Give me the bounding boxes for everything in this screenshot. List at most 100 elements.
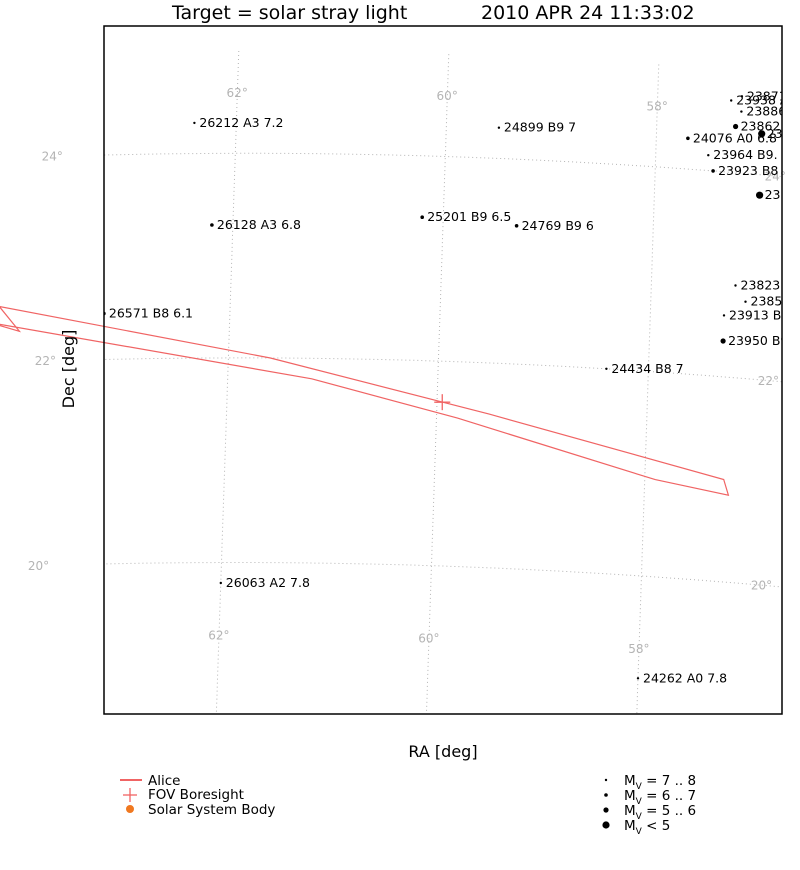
star-label: 23753 — [765, 187, 800, 202]
magnitude-legend-item: MV < 5 — [602, 818, 670, 837]
legend-label-boresight: FOV Boresight — [148, 787, 244, 803]
ra-grid-label: 58° — [647, 100, 668, 114]
star-marker: 23862 B8 — [733, 119, 800, 134]
star-label: 24434 B8 7 — [611, 361, 683, 376]
legend-item-alice: Alice — [120, 773, 180, 789]
star-dot — [605, 367, 608, 370]
star-marker: 26212 A3 7.2 — [193, 115, 284, 130]
star-label: 23871 B9 — [747, 88, 800, 103]
fov-boresight-marker — [434, 394, 451, 411]
star-label: 23823 B — [741, 278, 793, 293]
legend-item-boresight: FOV Boresight — [123, 787, 244, 803]
star-dot — [420, 215, 425, 219]
star-dot — [707, 154, 710, 157]
boresight-cross-icon — [123, 788, 137, 802]
ra-grid-label: 60° — [418, 631, 439, 645]
star-dot — [734, 284, 737, 287]
magnitude-dot-icon — [603, 807, 609, 813]
star-dot — [730, 99, 733, 102]
star-marker: 24899 B9 7 — [497, 120, 576, 135]
ra-grid-label: 62° — [227, 86, 248, 100]
star-marker: 23850 B8 — [758, 126, 800, 141]
magnitude-label: MV = 5 .. 6 — [624, 803, 696, 822]
dec-grid-line — [104, 357, 782, 383]
chart-title: Target = solar stray light — [171, 2, 407, 24]
star-marker: 24076 A0 6.8 — [686, 130, 777, 145]
ra-grid-line — [215, 50, 240, 714]
star-dot — [740, 110, 743, 113]
star-dot — [210, 223, 214, 227]
dec-grid-label: 20° — [751, 579, 772, 593]
plot-frame — [103, 25, 783, 715]
star-marker: 25201 B9 6.5 — [420, 209, 511, 224]
star-dot — [756, 191, 764, 199]
magnitude-label: MV < 5 — [624, 818, 670, 837]
stars-layer: 26212 A3 7.2 24899 B9 7 26128 A3 6.8 25201 … — [104, 88, 800, 726]
star-label: 24262 A0 7.8 — [643, 670, 727, 685]
alice-fov-outline — [0, 306, 730, 496]
legend-label-solar-body: Solar System Body — [148, 802, 275, 818]
star-label: 26128 A3 6.8 — [217, 217, 301, 232]
magnitude-dot-icon — [602, 821, 610, 829]
star-label: 23862 B8 — [741, 119, 800, 134]
star-label: 23923 B8 6 — [718, 163, 790, 178]
solar-body-dot-icon — [126, 805, 134, 813]
star-marker: 26063 A2 7.8 — [219, 575, 310, 590]
star-marker: 24434 B8 7 — [605, 361, 684, 376]
star-dot — [733, 123, 739, 130]
star-label: 24769 B9 6 — [522, 218, 594, 233]
legend-item-solar-body: Solar System Body — [126, 802, 275, 818]
ra-grid-label: 58° — [628, 642, 649, 656]
star-label: 23938 A0 — [736, 93, 796, 108]
magnitude-legend: MV = 7 .. 8 MV = 6 .. 7 MV = 5 .. 6 MV <… — [602, 773, 696, 837]
magnitude-dot-icon — [604, 778, 608, 782]
star-label: 23850 B8 — [767, 126, 800, 141]
star-marker: 26128 A3 6.8 — [210, 217, 301, 232]
star-dot — [758, 130, 766, 138]
star-label: 23852 A0 — [751, 294, 800, 309]
star-marker: 24769 B9 6 — [514, 218, 594, 233]
magnitude-legend-item: MV = 6 .. 7 — [604, 788, 696, 807]
star-marker: 23753 — [756, 187, 800, 202]
star-dot — [497, 126, 501, 129]
star-label: 26571 B8 6.1 — [109, 306, 193, 321]
star-marker: 23823 B — [734, 278, 793, 293]
star-dot — [744, 300, 747, 303]
star-label: 23964 B9. — [713, 147, 777, 162]
star-label: 25201 B9 6.5 — [427, 209, 511, 224]
star-label: 23950 B9 5 — [728, 333, 800, 348]
star-label: 24076 A0 6.8 — [693, 130, 777, 145]
ra-grid-label: 62° — [208, 628, 229, 642]
magnitude-legend-item: MV = 5 .. 6 — [603, 803, 696, 822]
star-dot — [686, 136, 690, 141]
dec-grid-label: 24° — [765, 170, 786, 184]
star-marker: 23913 B9 — [722, 307, 789, 322]
star-marker: 23886 A0 — [740, 104, 800, 119]
star-dot — [193, 121, 196, 125]
star-dot — [740, 95, 744, 98]
star-label: 24899 B9 7 — [504, 120, 576, 135]
star-label: 26063 A2 7.8 — [226, 575, 310, 590]
ra-grid-label: 60° — [437, 89, 458, 103]
chart-timestamp: 2010 APR 24 11:33:02 — [481, 2, 695, 24]
dec-grid-label: 22° — [758, 374, 779, 388]
star-dot — [722, 314, 726, 317]
x-axis-label: RA [deg] — [408, 742, 477, 761]
star-marker: 24278 A0 7.8 — [630, 711, 720, 726]
star-dot — [514, 224, 519, 228]
star-marker: 24262 A0 7.8 — [636, 670, 727, 685]
star-marker: 23871 B9 — [740, 88, 800, 103]
star-label: 23886 A0 — [746, 104, 800, 119]
magnitude-dot-icon — [604, 793, 608, 797]
star-dot — [720, 338, 726, 344]
ra-grid-line — [636, 64, 660, 714]
star-label: 24278 A0 7.8 — [636, 711, 720, 726]
star-marker: 26571 B8 6.1 — [104, 306, 193, 321]
star-dot — [630, 718, 632, 720]
magnitude-label: MV = 6 .. 7 — [624, 788, 696, 807]
legend-label-alice: Alice — [148, 773, 180, 789]
star-label: 23913 B9 — [729, 307, 789, 322]
magnitude-legend-item: MV = 7 .. 8 — [604, 773, 696, 792]
star-dot — [219, 581, 222, 585]
star-dot — [636, 677, 640, 680]
